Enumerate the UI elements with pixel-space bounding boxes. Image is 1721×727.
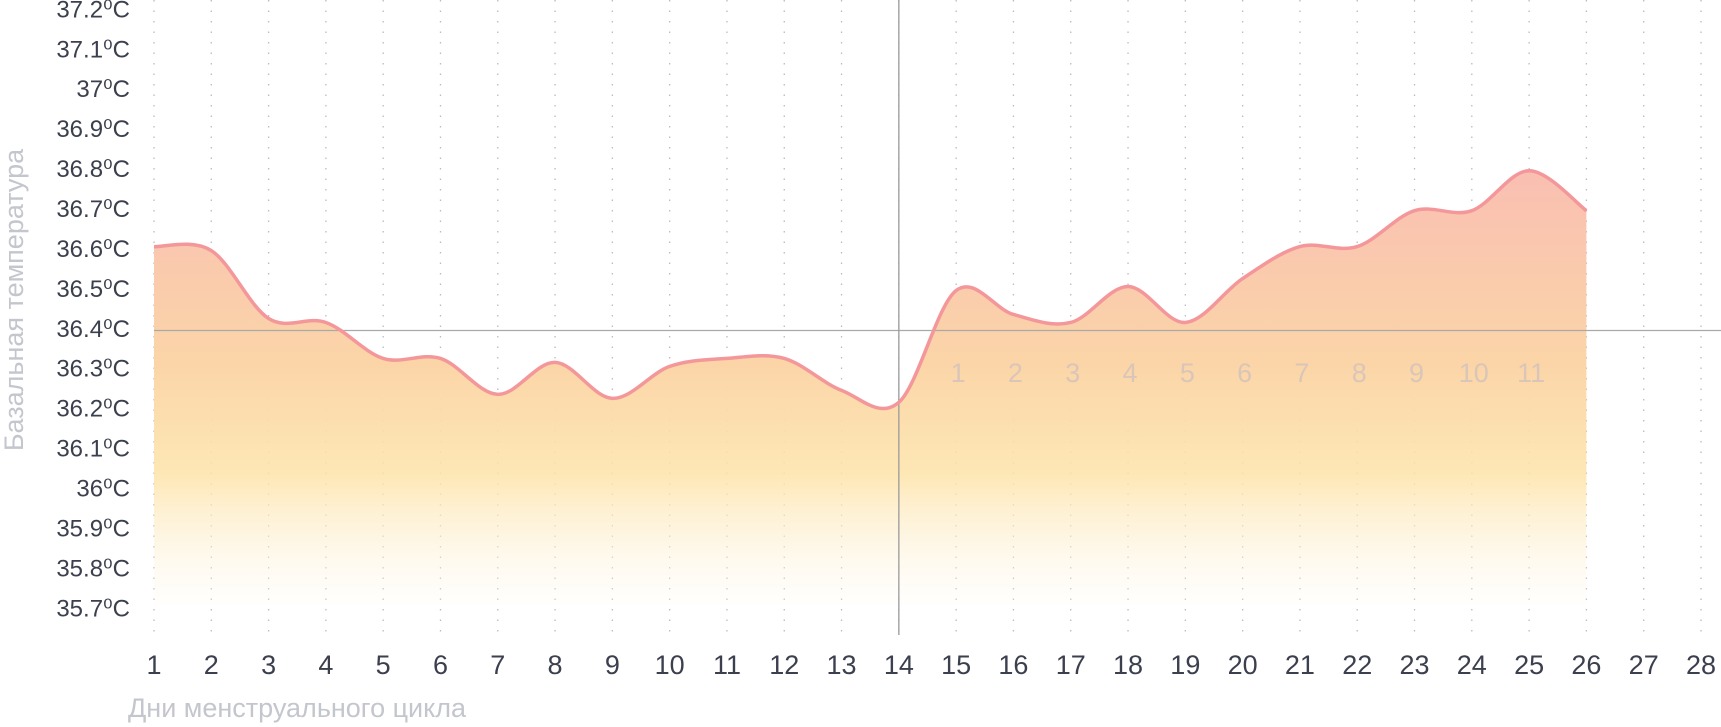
y-tick-label: 36.3⁰C <box>56 356 130 383</box>
x-tick-label: 23 <box>1399 650 1429 680</box>
x-tick-label: 11 <box>713 650 741 680</box>
x-tick-label: 16 <box>998 650 1028 680</box>
x-tick-label: 20 <box>1228 650 1258 680</box>
y-tick-label: 36.8⁰C <box>56 156 130 183</box>
y-tick-label: 35.9⁰C <box>56 515 130 542</box>
phase-day-label: 6 <box>1237 358 1252 388</box>
y-tick-label: 36.9⁰C <box>56 116 130 143</box>
x-axis-title: Дни менструального цикла <box>128 693 467 723</box>
x-tick-label: 12 <box>769 650 799 680</box>
phase-day-label: 7 <box>1294 358 1309 388</box>
x-tick-label: 1 <box>146 650 161 680</box>
x-tick-label: 4 <box>318 650 333 680</box>
x-tick-label: 24 <box>1457 650 1487 680</box>
x-tick-label: 8 <box>548 650 563 680</box>
x-tick-label: 18 <box>1113 650 1143 680</box>
phase-day-label: 5 <box>1180 358 1195 388</box>
y-tick-label: 35.8⁰C <box>56 555 130 582</box>
x-tick-label: 9 <box>605 650 620 680</box>
y-tick-label: 36.7⁰C <box>56 196 130 223</box>
x-tick-label: 27 <box>1629 650 1659 680</box>
x-tick-label: 3 <box>261 650 276 680</box>
y-tick-label: 36⁰C <box>76 476 130 503</box>
y-tick-label: 37.2⁰C <box>56 0 130 23</box>
phase-day-label: 1 <box>951 358 966 388</box>
x-tick-label: 7 <box>490 650 505 680</box>
y-tick-label: 36.5⁰C <box>56 276 130 303</box>
x-tick-label: 15 <box>941 650 971 680</box>
x-tick-label: 10 <box>655 650 685 680</box>
area <box>154 170 1587 605</box>
y-tick-label: 37.1⁰C <box>56 36 130 63</box>
y-tick-label: 35.7⁰C <box>56 595 130 622</box>
y-tick-label: 36.4⁰C <box>56 316 130 343</box>
x-tick-label: 22 <box>1342 650 1372 680</box>
y-tick-label: 36.6⁰C <box>56 236 130 263</box>
x-tick-label: 6 <box>433 650 448 680</box>
x-tick-label: 28 <box>1686 650 1716 680</box>
y-axis-title: Базальная температура <box>0 148 29 451</box>
x-tick-label: 19 <box>1170 650 1200 680</box>
y-tick-label: 36.1⁰C <box>56 436 130 463</box>
x-tick-label: 13 <box>827 650 857 680</box>
phase-day-label: 9 <box>1409 358 1424 388</box>
y-tick-label: 36.2⁰C <box>56 396 130 423</box>
phase-day-label: 2 <box>1008 358 1023 388</box>
phase-day-label: 8 <box>1352 358 1367 388</box>
x-tick-label: 25 <box>1514 650 1544 680</box>
y-tick-label: 37⁰C <box>76 76 130 103</box>
x-tick-label: 26 <box>1571 650 1601 680</box>
x-tick-label: 17 <box>1056 650 1086 680</box>
x-tick-label: 2 <box>204 650 219 680</box>
line <box>153 168 1588 411</box>
phase-day-label: 3 <box>1065 358 1080 388</box>
phase-day-label: 4 <box>1123 358 1138 388</box>
phase-day-label: 10 <box>1459 358 1489 388</box>
phase-day-label: 11 <box>1517 358 1545 388</box>
x-tick-label: 14 <box>884 650 914 680</box>
x-tick-label: 21 <box>1285 650 1315 680</box>
x-tick-label: 5 <box>376 650 391 680</box>
